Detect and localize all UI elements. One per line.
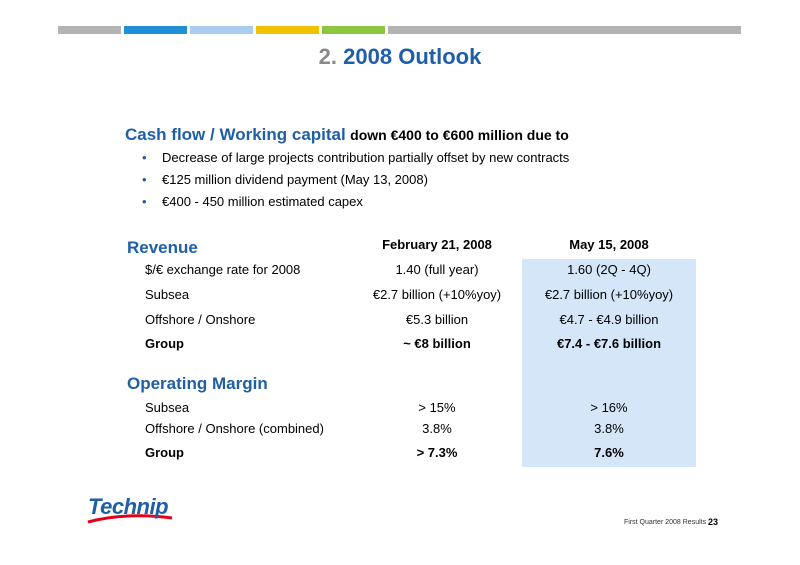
page-number: 23 [708, 517, 719, 527]
table-row: Subsea €2.7 billion (+10%yoy) €2.7 billi… [145, 287, 674, 302]
table-row: Group ~ €8 billion €7.4 - €7.6 billion [145, 336, 662, 351]
bar-segment [256, 26, 319, 34]
bar-segment [322, 26, 385, 34]
revenue-heading: Revenue [127, 238, 198, 257]
cash-flow-bullets: • Decrease of large projects contribution… [142, 149, 569, 215]
table-row: Subsea > 15% > 16% [145, 400, 628, 415]
top-color-bar [58, 26, 741, 34]
table-row: Group > 7.3% 7.6% [145, 445, 624, 460]
bar-segment [124, 26, 187, 34]
bar-segment [58, 26, 121, 34]
bar-segment [388, 26, 741, 34]
bullet-icon: • [142, 150, 147, 165]
logo-text: Technip [88, 494, 169, 519]
bullet-icon: • [142, 172, 147, 187]
title-text: 2008 Outlook [343, 44, 482, 69]
cash-flow-heading-title: Cash flow / Working capital [125, 125, 346, 144]
cash-flow-heading-rest: down €400 to €600 million due to [350, 127, 569, 143]
bullet-item: • €400 - 450 million estimated capex [142, 194, 363, 209]
operating-margin-heading: Operating Margin [127, 374, 268, 393]
footer-text: First Quarter 2008 Results [624, 519, 707, 526]
table-row: $/€ exchange rate for 2008 1.40 (full ye… [145, 262, 651, 277]
cash-flow-heading: Cash flow / Working capital down €400 to… [125, 125, 569, 145]
logo-swoosh-icon [87, 514, 173, 524]
page-title: 2. 2008 Outlook [0, 44, 800, 70]
table-row: Offshore / Onshore €5.3 billion €4.7 - €… [145, 312, 659, 327]
title-number: 2. [318, 44, 338, 69]
bullet-item: • €125 million dividend payment (May 13, … [142, 172, 428, 187]
highlight-column [522, 259, 696, 467]
column-header-may: May 15, 2008 [569, 237, 649, 252]
technip-logo: Technip [86, 488, 176, 528]
bullet-item: • Decrease of large projects contribution… [142, 150, 570, 165]
column-header-feb: February 21, 2008 [382, 237, 492, 252]
bullet-icon: • [142, 194, 147, 209]
bar-segment [190, 26, 253, 34]
table-row: Offshore / Onshore (combined) 3.8% 3.8% [145, 421, 624, 436]
